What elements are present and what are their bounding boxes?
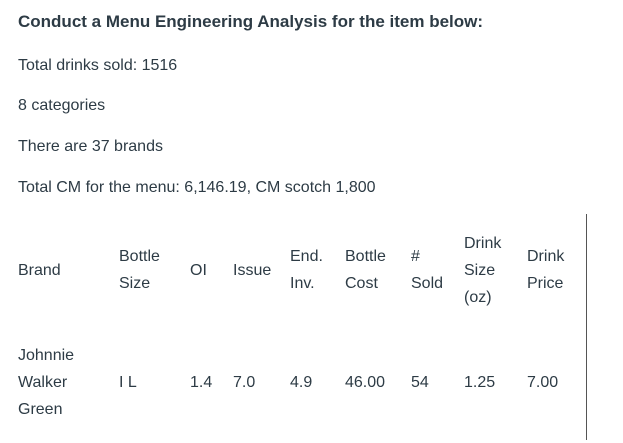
total-drinks-text: Total drinks sold: 1516 — [18, 57, 178, 74]
header-bottle-cost-line2: Cost — [345, 275, 378, 292]
row-drink-size: 1.25 — [464, 374, 496, 391]
header-drink-size-line2: Size — [464, 262, 496, 279]
row-bottle-cost: 46.00 — [345, 374, 386, 391]
row-brand-line2: Walker — [18, 374, 68, 391]
header-oi: OI — [190, 262, 207, 279]
header-end-inv-line1: End. — [290, 248, 323, 265]
header-end-inv-line2: Inv. — [290, 275, 315, 292]
brands-text: There are 37 brands — [18, 138, 163, 155]
header-bottle-size-line1: Bottle — [119, 248, 160, 265]
header-drink-size-line3: (oz) — [464, 289, 492, 306]
row-drink-price: 7.00 — [527, 374, 559, 391]
page-heading: Conduct a Menu Engineering Analysis for … — [18, 12, 484, 31]
header-bottle-cost-line1: Bottle — [345, 248, 386, 265]
row-end-inv: 4.9 — [290, 374, 313, 391]
table-right-border — [586, 214, 587, 440]
row-issue: 7.0 — [233, 374, 256, 391]
header-brand: Brand — [18, 262, 61, 279]
total-cm-text: Total CM for the menu: 6,146.19, CM scot… — [18, 179, 376, 196]
header-drink-size-line1: Drink — [464, 235, 502, 252]
header-drink-price-line1: Drink — [527, 248, 565, 265]
categories-text: 8 categories — [18, 97, 106, 114]
header-bottle-size-line2: Size — [119, 275, 151, 292]
row-oi: 1.4 — [190, 374, 213, 391]
header-issue: Issue — [233, 262, 272, 279]
header-sold-line1: # — [411, 248, 420, 265]
header-drink-price-line2: Price — [527, 275, 564, 292]
row-bottle-size: I L — [119, 374, 137, 391]
header-sold-line2: Sold — [411, 275, 444, 292]
row-brand-line1: Johnnie — [18, 347, 75, 364]
row-sold: 54 — [411, 374, 429, 391]
row-brand-line3: Green — [18, 401, 63, 418]
